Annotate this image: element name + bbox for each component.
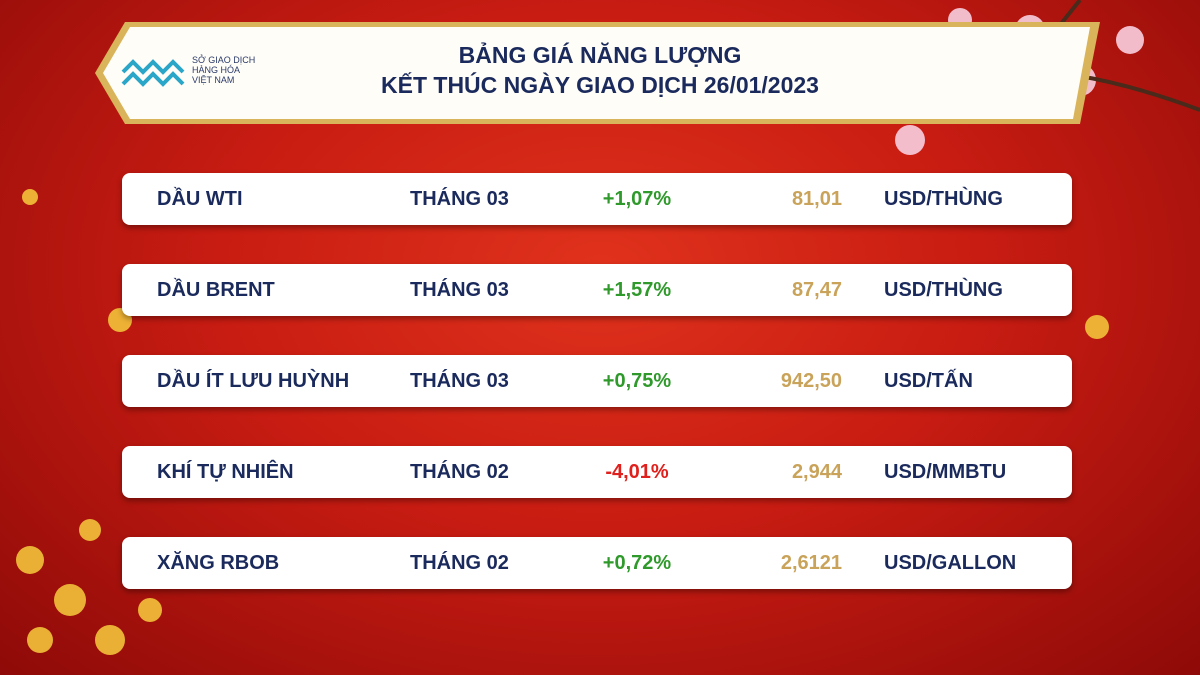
logo-line: HÀNG HÓA [192, 65, 241, 75]
contract-month: THÁNG 02 [410, 461, 509, 483]
unit: USD/THÙNG [884, 188, 1003, 210]
commodity: KHÍ TỰ NHIÊN [157, 461, 294, 483]
table-row: XĂNG RBOB THÁNG 02 +0,72% 2,6121 USD/GALLON [122, 537, 1072, 589]
logo: SỞ GIAO DỊCH HÀNG HÓA VIỆT NAM [192, 55, 255, 85]
unit: USD/THÙNG [884, 279, 1003, 301]
price: 2,944 [791, 461, 842, 483]
contract-month: THÁNG 03 [410, 279, 509, 301]
commodity: DẦU WTI [157, 188, 243, 210]
contract-month: THÁNG 02 [410, 552, 509, 574]
price: 2,6121 [780, 552, 842, 574]
change: +0,72% [602, 552, 672, 574]
commodity: XĂNG RBOB [157, 552, 280, 574]
unit: USD/TẤN [884, 370, 973, 392]
table-row: DẦU WTI THÁNG 03 +1,07% 81,01 USD/THÙNG [122, 173, 1072, 225]
table-row: DẦU ÍT LƯU HUỲNH THÁNG 03 +0,75% 942,50 USD/… [122, 355, 1072, 407]
price: 942,50 [780, 370, 842, 392]
price: 81,01 [791, 188, 842, 210]
commodity: DẦU BRENT [157, 279, 275, 301]
logo-line: SỞ GIAO DỊCH [192, 55, 256, 65]
header-banner [95, 22, 1100, 124]
logo-line: VIỆT NAM [192, 75, 235, 85]
table-row: KHÍ TỰ NHIÊN THÁNG 02 -4,01% 2,944 USD/MMBTU [122, 446, 1072, 498]
unit: USD/MMBTU [884, 461, 1007, 483]
change: +0,75% [602, 370, 672, 392]
subtitle: KẾT THÚC NGÀY GIAO DỊCH 26/01/2023 [381, 72, 819, 98]
change: +1,57% [602, 279, 672, 301]
commodity: DẦU ÍT LƯU HUỲNH [157, 370, 350, 392]
change: -4,01% [605, 461, 669, 483]
table-row: DẦU BRENT THÁNG 03 +1,57% 87,47 USD/THÙNG [122, 264, 1072, 316]
contract-month: THÁNG 03 [410, 370, 509, 392]
change: +1,07% [602, 188, 672, 210]
title: BẢNG GIÁ NĂNG LƯỢNG [458, 42, 742, 68]
price: 87,47 [791, 279, 842, 301]
contract-month: THÁNG 03 [410, 188, 509, 210]
unit: USD/GALLON [884, 552, 1017, 574]
